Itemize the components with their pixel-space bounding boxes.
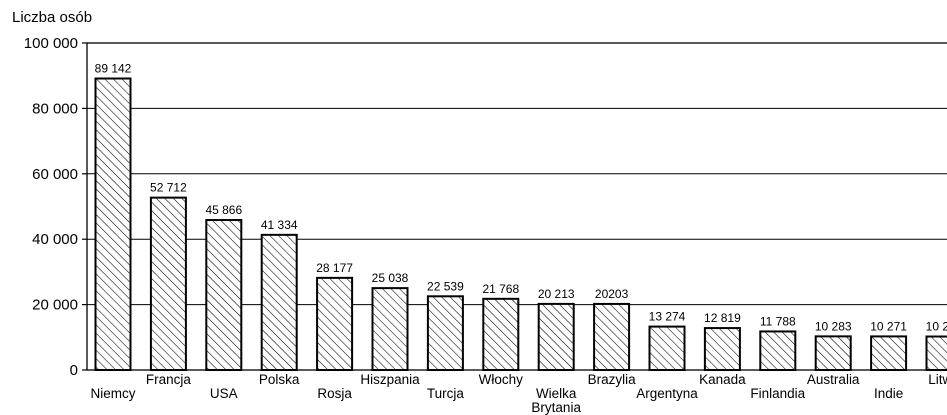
y-tick-label: 0 — [70, 362, 78, 379]
category-label: Kanada — [699, 372, 746, 387]
category-label: Hiszpania — [360, 372, 420, 387]
data-label: 28 177 — [316, 261, 353, 275]
data-label: 11 788 — [760, 314, 796, 328]
bar — [703, 327, 741, 372]
category-label: Francja — [146, 372, 192, 387]
data-label: 20203 — [595, 287, 629, 301]
bar — [205, 219, 243, 371]
bar — [593, 302, 631, 371]
category-label: Niemcy — [90, 386, 135, 401]
y-axis-label: Liczba osób — [12, 9, 92, 26]
data-label: 10 271 — [870, 319, 907, 333]
bar — [260, 233, 298, 371]
bar — [537, 302, 575, 372]
data-label: 13 274 — [649, 310, 686, 324]
data-label: 25 038 — [372, 271, 409, 285]
y-tick-label: 100 000 — [24, 35, 78, 52]
category-label: Wielka Brytania — [531, 386, 581, 415]
bar — [870, 335, 908, 371]
data-label: 10 239 — [926, 320, 947, 334]
data-label: 10 283 — [815, 319, 852, 333]
bar — [371, 287, 409, 371]
y-tick-label: 80 000 — [32, 100, 78, 117]
data-label: 41 334 — [261, 218, 298, 232]
category-label: Australia — [807, 372, 860, 387]
category-label: Turcja — [427, 386, 464, 401]
bar — [759, 330, 797, 372]
bar — [648, 325, 686, 372]
category-label: Litwa — [928, 372, 947, 387]
data-label: 52 712 — [150, 181, 187, 195]
y-tick-label: 40 000 — [32, 231, 78, 248]
data-label: 12 819 — [704, 311, 741, 325]
bar — [94, 77, 132, 372]
data-label: 45 866 — [205, 203, 242, 217]
category-label: USA — [210, 386, 238, 401]
category-label: Argentyna — [636, 386, 698, 401]
category-label: Włochy — [479, 372, 524, 387]
category-label: Rosja — [317, 386, 352, 401]
bar — [482, 297, 520, 371]
data-label: 89 142 — [95, 62, 132, 76]
bar — [316, 276, 354, 371]
category-label: Polska — [259, 372, 300, 387]
bar — [149, 196, 187, 371]
plot-frame — [86, 42, 947, 371]
data-label: 21 768 — [482, 282, 519, 296]
data-label: 22 539 — [427, 279, 464, 293]
category-label: Brazylia — [588, 372, 637, 387]
bar — [814, 335, 852, 372]
y-tick-label: 20 000 — [32, 297, 78, 314]
data-label: 20 213 — [538, 287, 575, 301]
bar — [426, 295, 464, 371]
bar — [925, 335, 947, 371]
category-label: Finlandia — [750, 386, 805, 401]
y-tick-label: 60 000 — [32, 166, 78, 183]
category-label: Indie — [874, 386, 903, 401]
